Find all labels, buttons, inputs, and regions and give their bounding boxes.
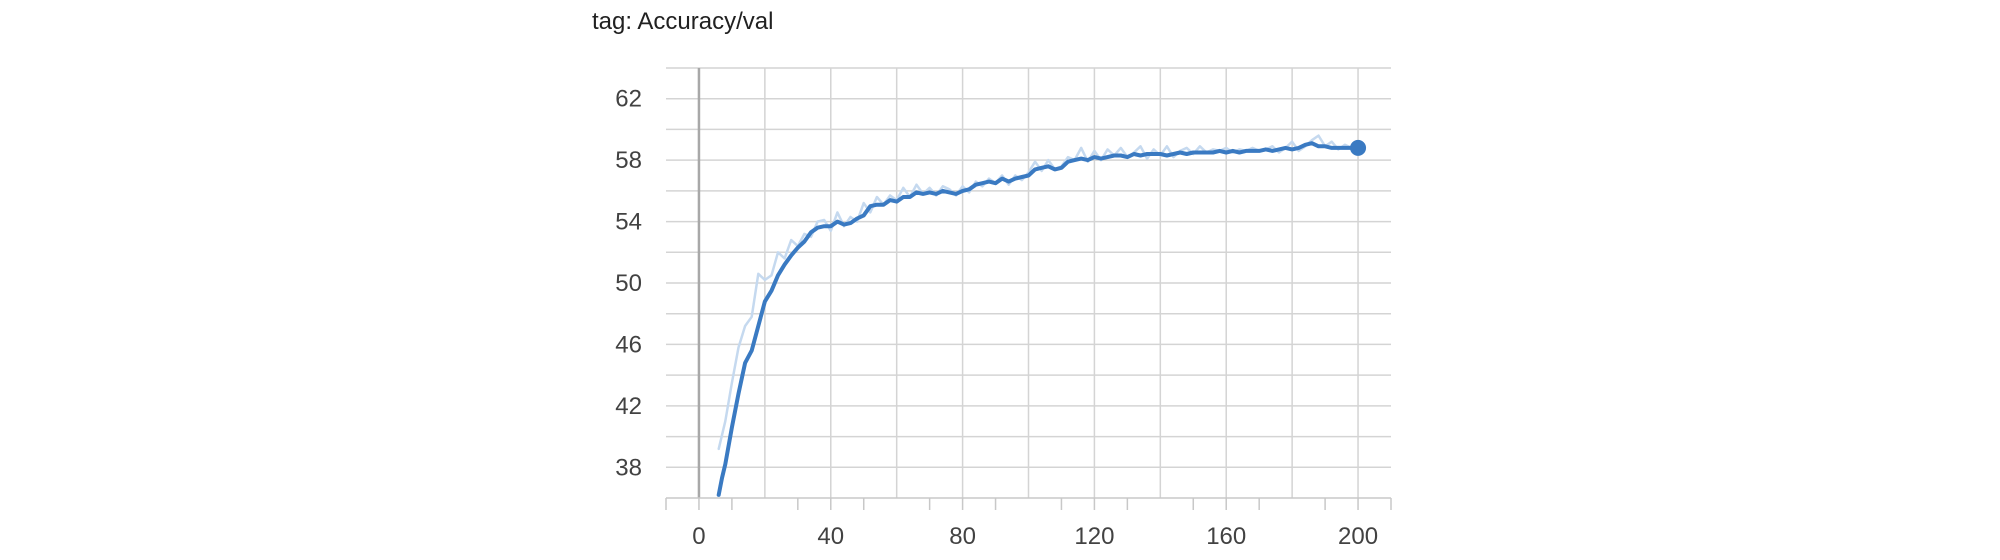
series [716, 134, 1367, 497]
grid [666, 67, 1391, 498]
x-tick-label-40: 40 [817, 523, 844, 550]
y-tick-label-54: 54 [615, 209, 642, 236]
y-tick-label-46: 46 [615, 331, 642, 358]
x-tick-label-0: 0 [692, 523, 705, 550]
smoothed-series-line [716, 141, 1360, 497]
y-tick-label-62: 62 [615, 86, 642, 113]
x-tick-label-80: 80 [949, 523, 976, 550]
x-tick-label-160: 160 [1206, 523, 1246, 550]
x-tick-label-120: 120 [1074, 523, 1114, 550]
series-end-point[interactable] [1350, 139, 1367, 156]
y-tick-label-42: 42 [615, 393, 642, 420]
axes [665, 68, 1392, 510]
chart-title: tag: Accuracy/val [592, 8, 774, 35]
y-tick-label-50: 50 [615, 270, 642, 297]
y-tick-label-38: 38 [615, 454, 642, 481]
raw-series-line [717, 134, 1360, 451]
tick-labels: 0 40 80 120 160 200 38 42 46 50 54 58 62 [615, 86, 1378, 550]
x-tick-label-200: 200 [1338, 523, 1378, 550]
y-tick-label-58: 58 [615, 147, 642, 174]
